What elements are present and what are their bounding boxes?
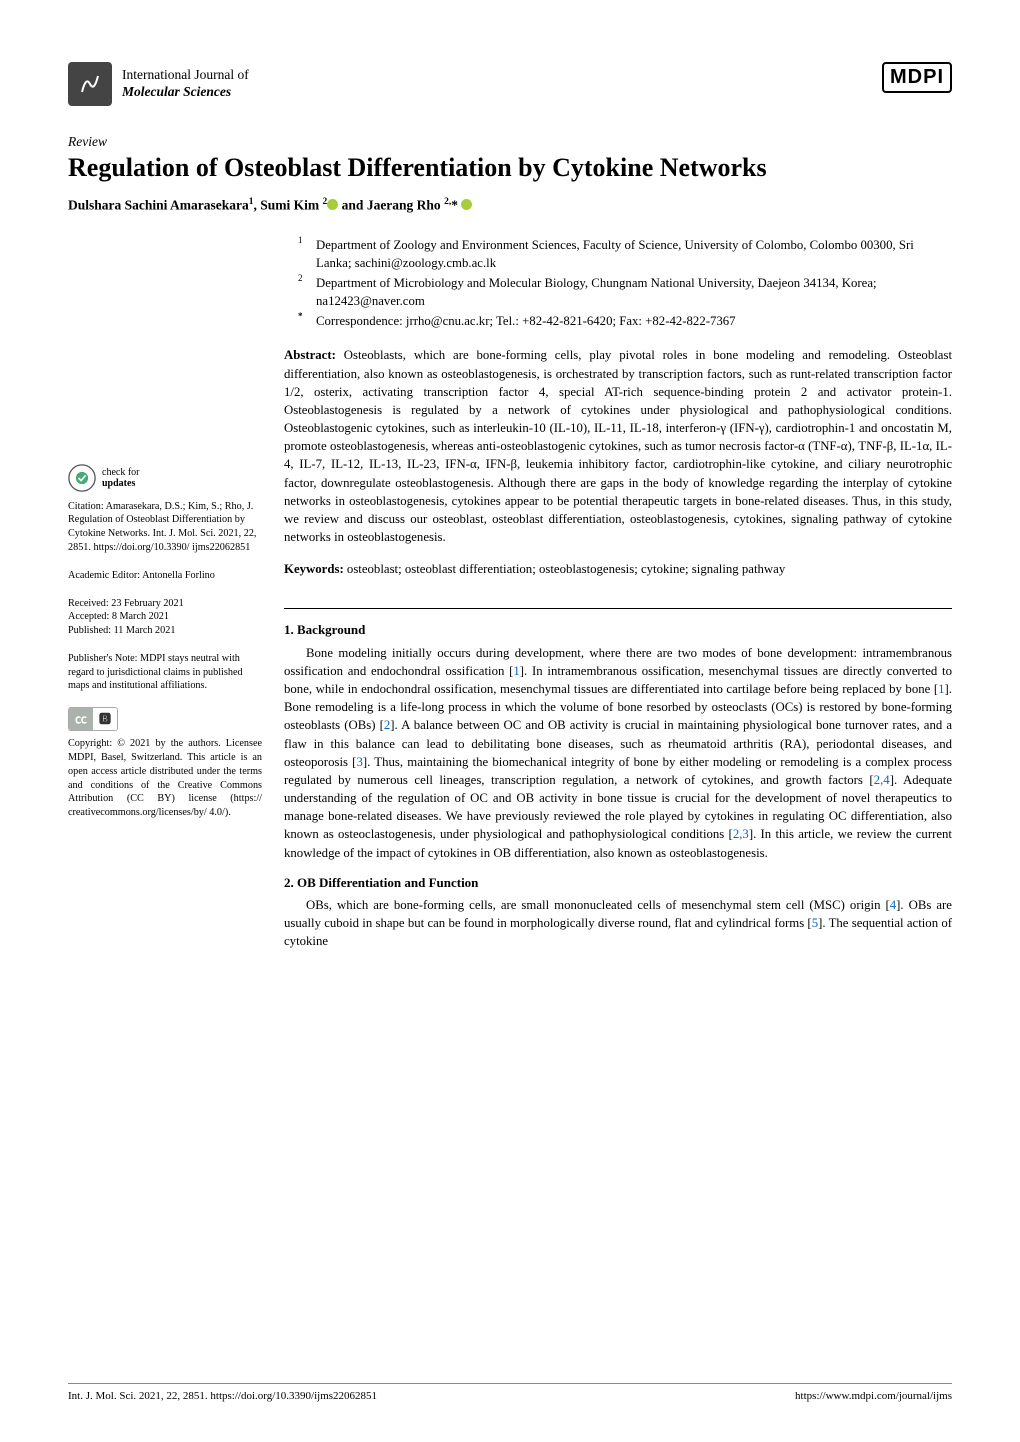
header: International Journal of Molecular Scien… xyxy=(68,62,952,106)
author-1: Dulshara Sachini Amarasekara xyxy=(68,198,249,213)
journal-line2: Molecular Sciences xyxy=(122,84,249,101)
divider xyxy=(284,608,952,609)
dates-block: Received: 23 February 2021 Accepted: 8 M… xyxy=(68,597,262,638)
main-content: 1Department of Zoology and Environment S… xyxy=(284,236,952,963)
correspondence: Correspondence: jrrho@cnu.ac.kr; Tel.: +… xyxy=(316,312,736,330)
check-line2: updates xyxy=(102,478,139,489)
author-3: and Jaerang Rho xyxy=(338,198,440,213)
footer-right: https://www.mdpi.com/journal/ijms xyxy=(795,1390,952,1402)
cc-by-badge: ㏄ 🅱 xyxy=(68,707,118,731)
keywords: Keywords: osteoblast; osteoblast differe… xyxy=(284,560,952,578)
section-2-text: OBs, which are bone-forming cells, are s… xyxy=(284,896,952,950)
author-2: , Sumi Kim xyxy=(254,198,320,213)
sidebar: check for updates Citation: Amarasekara,… xyxy=(68,236,262,963)
orcid-icon xyxy=(461,199,472,210)
article-type: Review xyxy=(68,134,952,150)
by-icon: 🅱 xyxy=(93,708,117,730)
copyright-block: Copyright: © 2021 by the authors. Licens… xyxy=(68,737,262,820)
check-updates-icon xyxy=(68,464,96,492)
footer-left: Int. J. Mol. Sci. 2021, 22, 2851. https:… xyxy=(68,1390,377,1402)
journal-name: International Journal of Molecular Scien… xyxy=(122,67,249,101)
keywords-label: Keywords: xyxy=(284,562,344,576)
authors-line: Dulshara Sachini Amarasekara1, Sumi Kim … xyxy=(68,197,952,214)
citation-block: Citation: Amarasekara, D.S.; Kim, S.; Rh… xyxy=(68,500,262,555)
journal-block: International Journal of Molecular Scien… xyxy=(68,62,249,106)
published: Published: 11 March 2021 xyxy=(68,624,262,638)
cc-icon: ㏄ xyxy=(69,708,93,730)
section-2-heading: 2. OB Differentiation and Function xyxy=(284,874,952,892)
affiliations: 1Department of Zoology and Environment S… xyxy=(284,236,952,331)
accepted: Accepted: 8 March 2021 xyxy=(68,610,262,624)
publisher-note: Publisher's Note: MDPI stays neutral wit… xyxy=(68,652,262,693)
journal-line1: International Journal of xyxy=(122,67,249,84)
orcid-icon xyxy=(327,199,338,210)
mdpi-logo: MDPI xyxy=(882,62,952,93)
check-updates[interactable]: check for updates xyxy=(68,464,262,492)
section-1-heading: 1. Background xyxy=(284,621,952,639)
section-1-text: Bone modeling initially occurs during de… xyxy=(284,644,952,862)
footer: Int. J. Mol. Sci. 2021, 22, 2851. https:… xyxy=(68,1383,952,1402)
check-line1: check for xyxy=(102,467,139,478)
abstract: Abstract: Osteoblasts, which are bone-fo… xyxy=(284,346,952,546)
received: Received: 23 February 2021 xyxy=(68,597,262,611)
journal-logo-icon xyxy=(68,62,112,106)
abstract-label: Abstract: xyxy=(284,348,336,362)
aff-1: Department of Zoology and Environment Sc… xyxy=(316,236,952,272)
article-title: Regulation of Osteoblast Differentiation… xyxy=(68,152,952,183)
aff-2: Department of Microbiology and Molecular… xyxy=(316,274,952,310)
editor-block: Academic Editor: Antonella Forlino xyxy=(68,569,262,583)
keywords-text: osteoblast; osteoblast differentiation; … xyxy=(344,562,786,576)
abstract-text: Osteoblasts, which are bone-forming cell… xyxy=(284,348,952,544)
